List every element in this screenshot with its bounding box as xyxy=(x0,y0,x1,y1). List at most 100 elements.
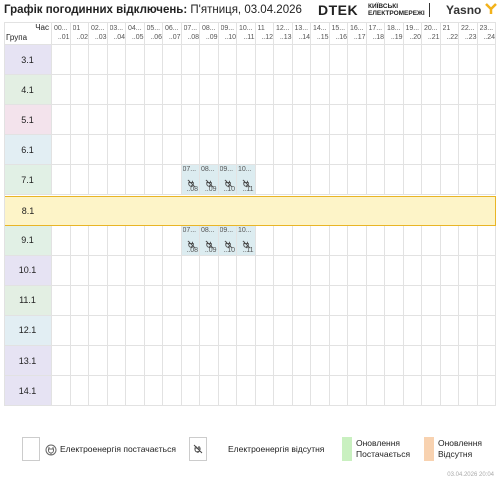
legend-update-outage-swatch xyxy=(424,437,434,461)
hour-cell xyxy=(403,285,422,316)
hour-cell xyxy=(329,376,348,407)
legend-text: Оновлення xyxy=(438,438,483,448)
hour-cell xyxy=(366,45,385,76)
outage-cell: 08... ..09 xyxy=(200,225,219,256)
hour-cell xyxy=(89,376,108,407)
hour-cell xyxy=(292,376,311,407)
hour-cell xyxy=(477,105,496,136)
hour-cell xyxy=(181,75,200,106)
hour-cell xyxy=(144,75,163,106)
hour-cell xyxy=(255,346,274,377)
hour-cell xyxy=(403,45,422,76)
hour-cell xyxy=(403,165,422,196)
legend-supply: Електроенергія постачається xyxy=(60,444,176,454)
hour-cell xyxy=(274,75,293,106)
table-left-border xyxy=(4,22,5,407)
hour-header-cell xyxy=(440,22,459,45)
hour-header-cell xyxy=(255,22,274,45)
hour-cell xyxy=(89,45,108,76)
hour-cell xyxy=(440,255,459,286)
hour-from: 19... xyxy=(405,25,420,32)
hour-cell xyxy=(329,45,348,76)
hour-cell xyxy=(52,376,71,407)
hour-from: 21 xyxy=(442,25,451,32)
hour-cell xyxy=(385,255,404,286)
hour-cell xyxy=(348,285,367,316)
hour-cell xyxy=(385,225,404,256)
supply-icon xyxy=(45,444,57,456)
hour-to: ..05 xyxy=(131,34,144,41)
hour-cell xyxy=(255,315,274,346)
hour-cell xyxy=(200,285,219,316)
hour-cell xyxy=(311,346,330,377)
outage-icon xyxy=(224,236,233,249)
hour-cell xyxy=(366,225,385,256)
hour-cell xyxy=(440,45,459,76)
hour-cell xyxy=(144,376,163,407)
date: П'ятниця, 03.04.2026 xyxy=(190,4,302,16)
hour-header-cell xyxy=(311,22,330,45)
hour-cell xyxy=(403,225,422,256)
hour-header-cell xyxy=(89,22,108,45)
hour-cell xyxy=(329,315,348,346)
hour-cell xyxy=(70,285,89,316)
hour-to: ..01 xyxy=(57,34,70,41)
hour-cell xyxy=(459,135,478,166)
hour-cell xyxy=(274,255,293,286)
partner-logo xyxy=(484,3,497,14)
hour-header-cell xyxy=(459,22,478,45)
hour-header-cell xyxy=(422,22,441,45)
outage-icon xyxy=(242,236,251,249)
hour-cell xyxy=(163,315,182,346)
hour-to: ..19 xyxy=(390,34,403,41)
hour-cell xyxy=(459,225,478,256)
hour-cell xyxy=(348,135,367,166)
hour-cell xyxy=(237,376,256,407)
hour-from: 17... xyxy=(368,25,383,32)
hour-cell xyxy=(126,75,145,106)
legend-update-supply: Оновлення Постачається xyxy=(356,438,410,460)
hour-cell xyxy=(403,346,422,377)
hour-cell xyxy=(181,315,200,346)
hour-cell xyxy=(126,376,145,407)
hour-cell xyxy=(477,315,496,346)
hour-cell xyxy=(200,105,219,136)
hour-cell xyxy=(70,346,89,377)
hour-cell xyxy=(144,225,163,256)
hour-cell xyxy=(163,45,182,76)
hour-to: ..12 xyxy=(261,34,273,41)
hour-cell xyxy=(126,135,145,166)
outage-from: 09... xyxy=(219,166,234,174)
hour-cell xyxy=(366,165,385,196)
hour-cell xyxy=(403,376,422,407)
hour-cell xyxy=(237,135,256,166)
hour-cell xyxy=(440,225,459,256)
hour-cell xyxy=(255,45,274,76)
hour-from: 01 xyxy=(72,25,81,32)
hour-cell xyxy=(292,45,311,76)
hour-cell xyxy=(52,45,71,76)
hour-cell xyxy=(200,315,219,346)
hour-cell xyxy=(292,105,311,136)
outage-icon xyxy=(224,175,233,188)
hour-cell xyxy=(218,135,237,166)
hour-cell xyxy=(385,75,404,106)
hour-cell xyxy=(163,135,182,166)
hour-cell xyxy=(218,75,237,106)
hour-cell xyxy=(477,75,496,106)
hour-from: 08... xyxy=(202,25,216,32)
hour-cell xyxy=(274,45,293,76)
hour-cell xyxy=(255,105,274,136)
outage-cell: 10... ..11 xyxy=(237,225,256,256)
hour-cell xyxy=(311,165,330,196)
hour-cell xyxy=(218,105,237,136)
group-label: 5.1 xyxy=(4,105,52,136)
outage-from: 08... xyxy=(201,166,215,174)
hour-cell xyxy=(274,315,293,346)
outage-icon xyxy=(242,175,251,188)
hour-cell xyxy=(440,376,459,407)
group-label: 7.1 xyxy=(4,165,52,196)
hour-cell xyxy=(107,45,126,76)
hour-cell xyxy=(366,376,385,407)
hour-cell xyxy=(89,135,108,166)
